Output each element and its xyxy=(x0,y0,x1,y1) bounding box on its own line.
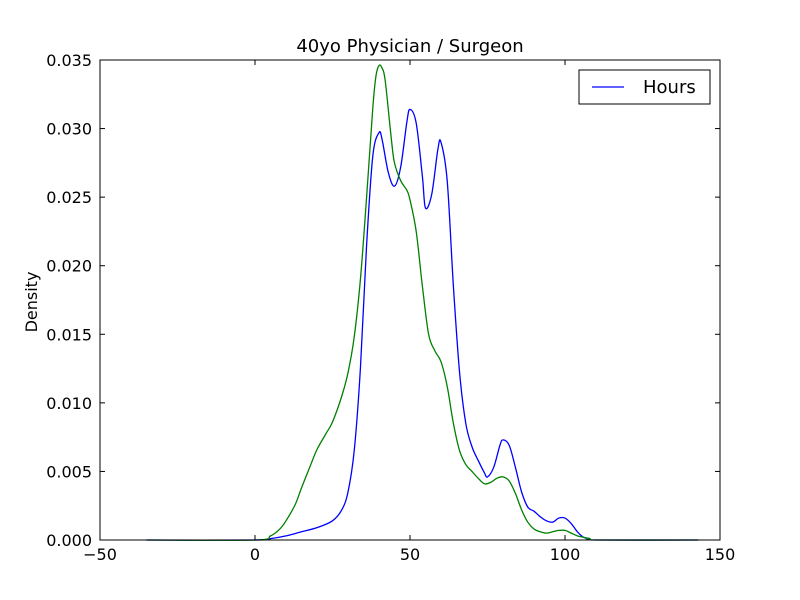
x-tick-label: 0 xyxy=(250,545,260,564)
series-layer xyxy=(146,64,699,541)
plot-frame xyxy=(99,59,721,541)
legend-label-hours: Hours xyxy=(643,77,696,98)
series-line-1 xyxy=(146,108,699,541)
y-tick-label: 0.000 xyxy=(46,531,92,550)
y-axis-label: Density xyxy=(22,272,41,333)
y-tick-label: 0.010 xyxy=(46,394,92,413)
y-tick-label: 0.020 xyxy=(46,257,92,276)
chart-title: 40yo Physician / Surgeon xyxy=(296,36,523,57)
x-tick-label: 50 xyxy=(400,545,420,564)
y-tick-label: 0.015 xyxy=(46,325,92,344)
y-tick-label: 0.035 xyxy=(46,51,92,70)
y-tick-label: 0.030 xyxy=(46,120,92,139)
y-tick-label: 0.025 xyxy=(46,188,92,207)
ticks-layer: −50 0 50 100 150 0.000 0.005 0.010 0.015 0.020 0.0… xyxy=(46,51,735,564)
legend: Hours xyxy=(578,69,711,105)
series-line-2 xyxy=(146,64,699,541)
x-tick-label: 150 xyxy=(705,545,736,564)
x-tick-label: 100 xyxy=(550,545,581,564)
y-tick-label: 0.005 xyxy=(46,462,92,481)
x-tick-label: −50 xyxy=(83,545,117,564)
